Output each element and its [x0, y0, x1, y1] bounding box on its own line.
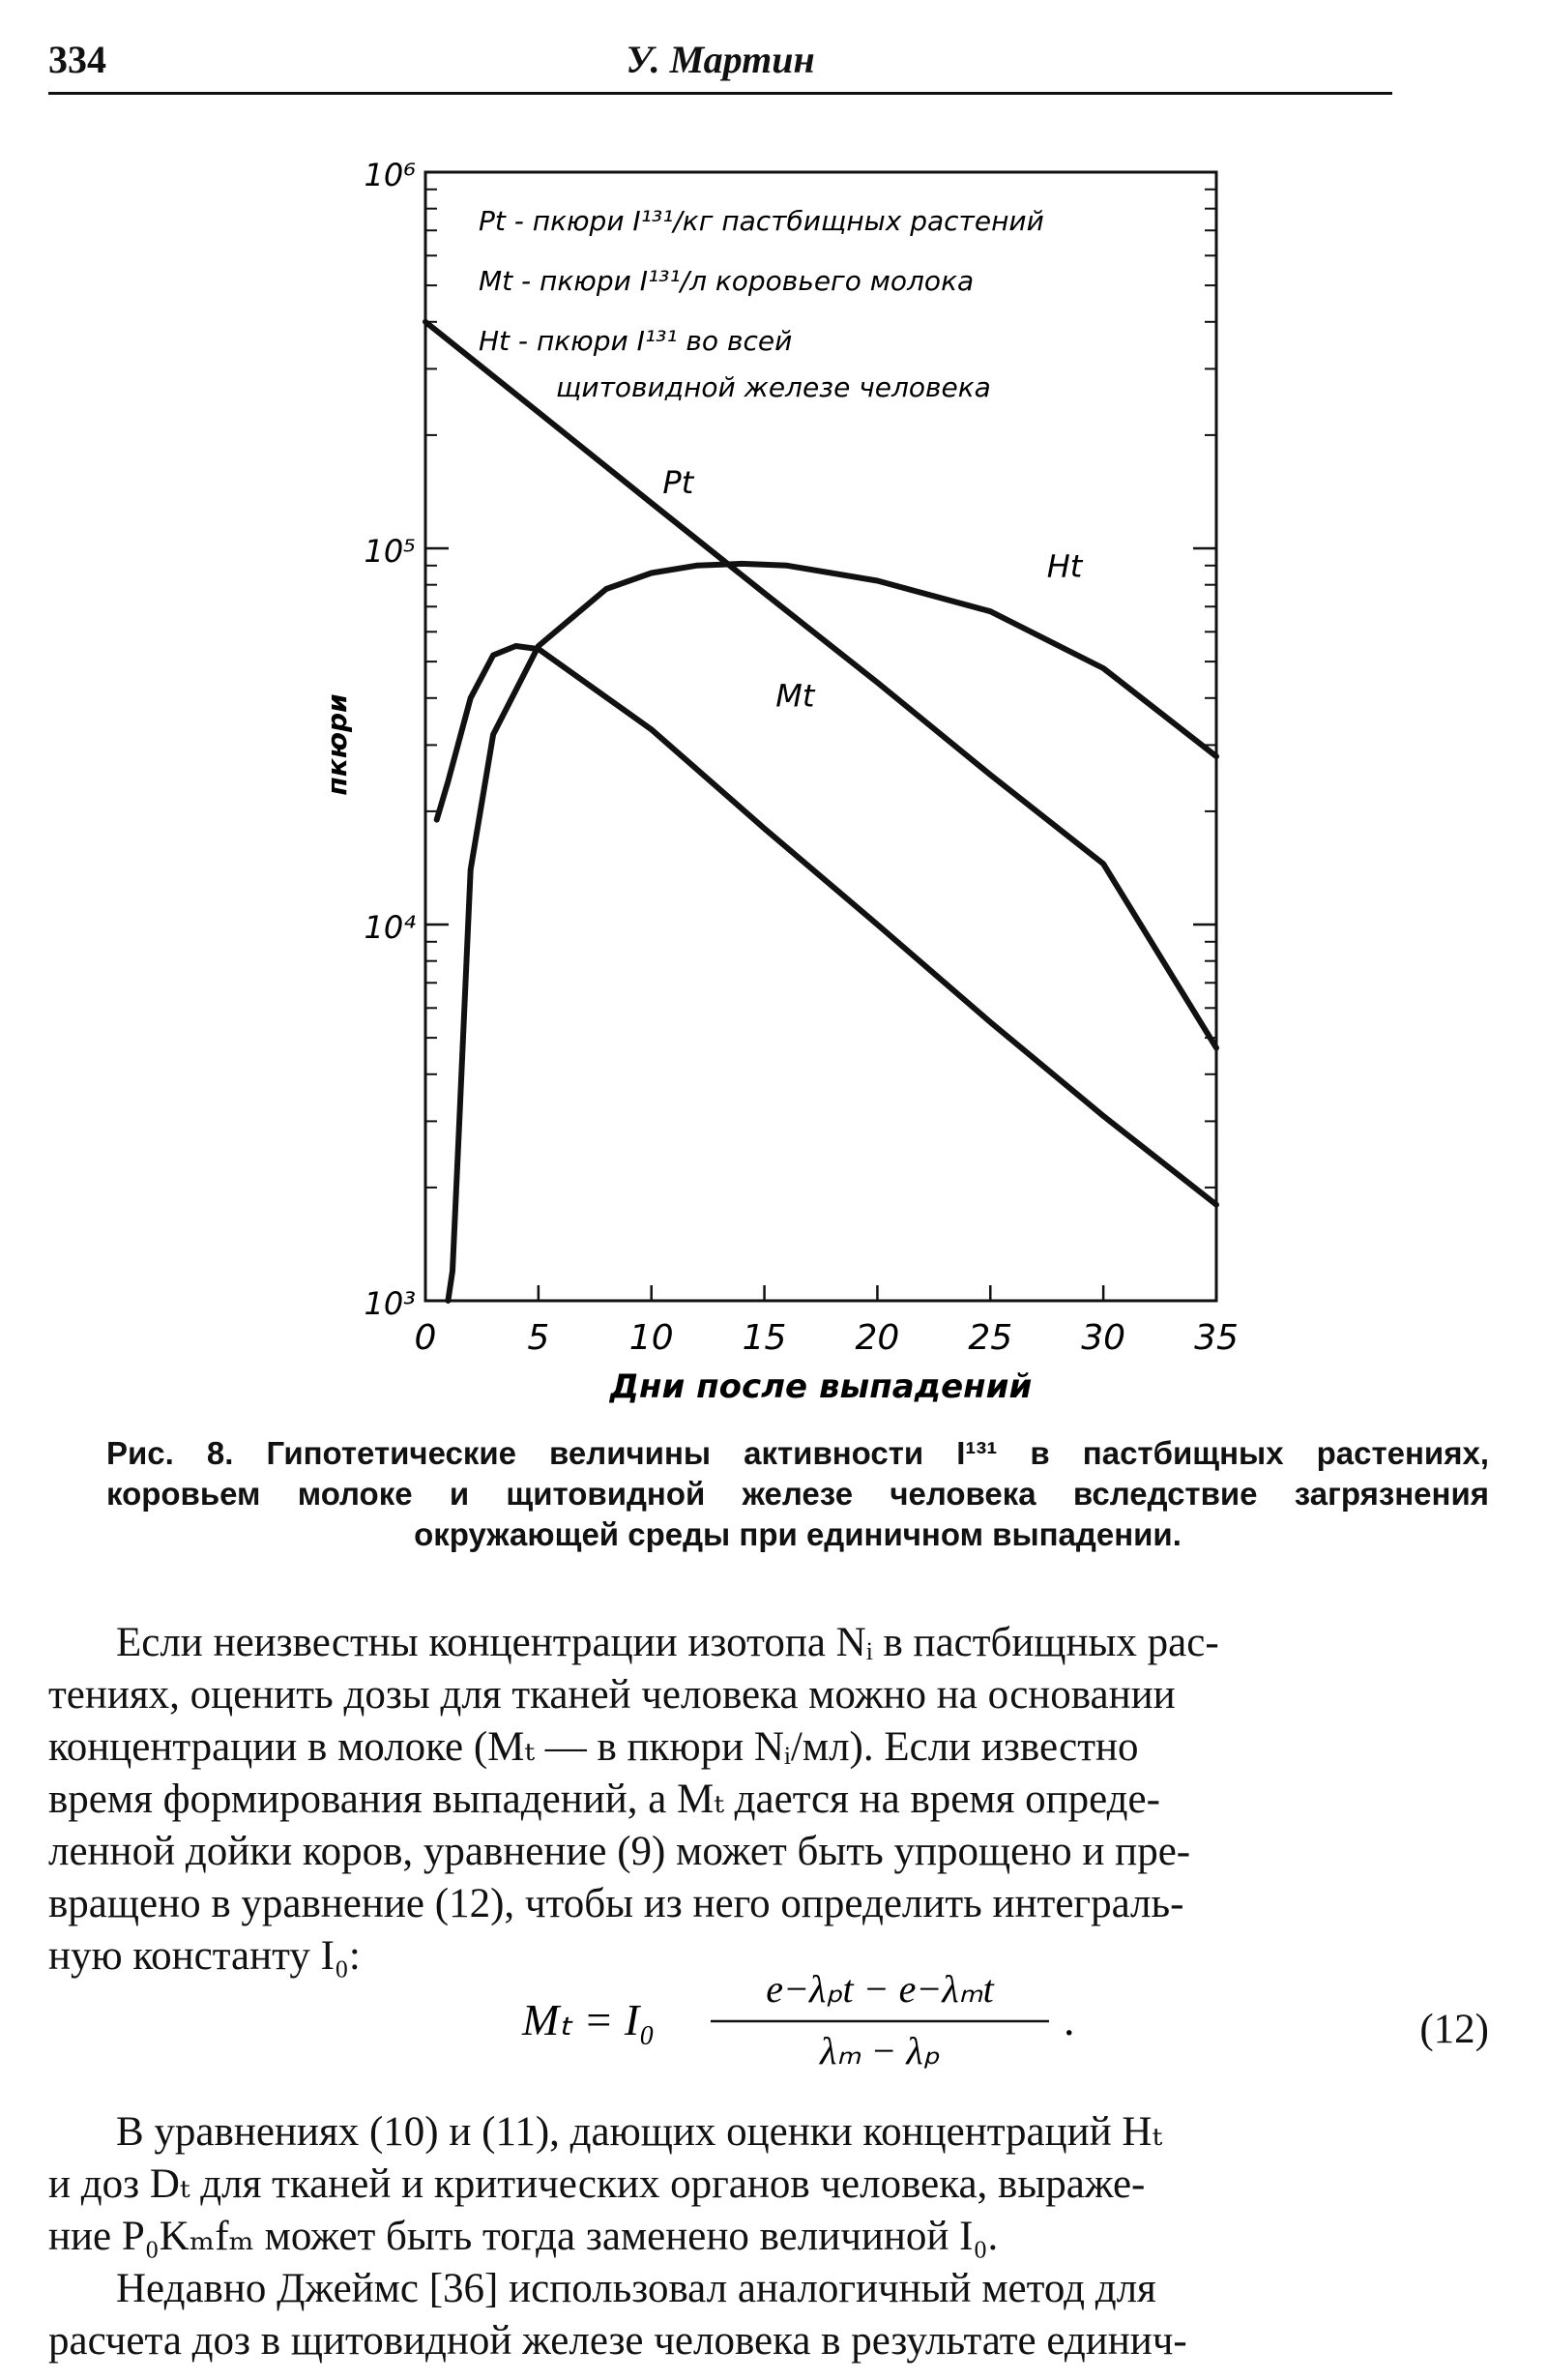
text-line: В уравнениях (10) и (11), дающих оценки … [116, 2109, 1163, 2155]
text-line: Если неизвестны концентрации изотопа Nᵢ … [116, 1620, 1219, 1665]
x-tick-label: 35 [1194, 1318, 1239, 1358]
x-tick-label: 15 [743, 1318, 787, 1358]
equation-lhs: Mₜ = I₀ [521, 1995, 655, 2044]
equation-number: (12) [1419, 2007, 1489, 2052]
legend-entry: щитовидной железе человека [556, 371, 991, 403]
text-line: концентрации в молоке (Mₜ — в пкюри Nᵢ/м… [48, 1724, 1139, 1770]
x-tick-label: 20 [856, 1318, 900, 1358]
page-header: 334 У. Мартин [48, 29, 1392, 97]
x-axis-label: Дни после выпадений [609, 1367, 1033, 1406]
caption-line: коровьем молоке и щитовидной железе чело… [106, 1476, 1489, 1512]
equation-denominator: λₘ − λₚ [819, 2029, 940, 2072]
x-tick-label: 25 [968, 1318, 1012, 1358]
y-tick-label: 10⁶ [364, 157, 416, 193]
legend-entry: Ht - пкюри I¹³¹ во всей [479, 325, 792, 357]
paragraph-2: В уравнениях (10) и (11), дающих оценки … [48, 2106, 1489, 2263]
y-axis-label: пкюри [321, 693, 353, 795]
y-tick-label: 10³ [364, 1285, 416, 1322]
text-line: ленной дойки коров, уравнение (9) может … [48, 1829, 1191, 1874]
pt-curve [423, 318, 1219, 1051]
text-line: вращено в уравнение (12), чтобы из него … [48, 1881, 1184, 1926]
equation-12: Mₜ = I₀ e−λₚt − e−λₘt λₘ − λₚ . (12) [503, 1955, 1489, 2081]
plot-frame [423, 170, 1218, 1303]
text-line: Недавно Джеймс [36] использовал аналогич… [116, 2266, 1156, 2311]
x-tick-label: 0 [415, 1318, 437, 1358]
x-tick-label: 5 [527, 1318, 549, 1358]
activity-chart: 10³ 10⁴ 10⁵ 10⁶ 0 5 10 15 20 25 30 35 Дни после выпа… [321, 157, 1239, 1406]
legend-entry: Mt - пкюри I¹³¹/л коровьего молока [479, 265, 974, 297]
text-line: ние P₀Kₘfₘ может быть тогда заменено вел… [48, 2214, 999, 2259]
paragraph-3: Недавно Джеймс [36] использовал аналогич… [48, 2263, 1489, 2367]
text-line: тениях, оценить дозы для тканей человека… [48, 1672, 1176, 1718]
text-line: расчета доз в щитовидной железе человека… [48, 2318, 1187, 2364]
text-line: ную константу I₀: [48, 1933, 361, 1979]
series-label-mt: Mt [775, 677, 816, 714]
y-tick-label: 10⁵ [364, 533, 416, 570]
figure-caption: Рис. 8. Гипотетические величины активнос… [106, 1433, 1489, 1555]
page-number: 334 [48, 38, 106, 81]
ht-curve [445, 560, 1219, 1304]
y-tick-label: 10⁴ [364, 909, 416, 946]
x-tick-label: 10 [629, 1318, 674, 1358]
caption-line: Рис. 8. Гипотетические величины активнос… [106, 1435, 1489, 1471]
mt-curve [433, 643, 1219, 1208]
series-label-ht: Ht [1047, 547, 1084, 584]
equation-numerator: e−λₚt − e−λₘt [766, 1967, 994, 2011]
header-rule [48, 92, 1392, 95]
equation-formula: Mₜ = I₀ e−λₚt − e−λₘt λₘ − λₚ . [521, 1967, 1075, 2072]
text-line: и доз Dₜ для тканей и критических органо… [48, 2161, 1146, 2207]
equation-period: . [1064, 1995, 1075, 2044]
legend-entry: Pt - пкюри I¹³¹/кг пастбищных растений [479, 205, 1044, 237]
x-tick-label: 30 [1081, 1318, 1125, 1358]
text-line: время формирования выпадений, а Mₜ даетс… [48, 1777, 1160, 1822]
series-label-pt: Pt [662, 464, 694, 501]
caption-line: окружающей среды при единичном выпадении… [414, 1516, 1182, 1552]
paragraph-1: Если неизвестны концентрации изотопа Nᵢ … [48, 1617, 1489, 1983]
running-title: У. Мартин [626, 38, 815, 81]
